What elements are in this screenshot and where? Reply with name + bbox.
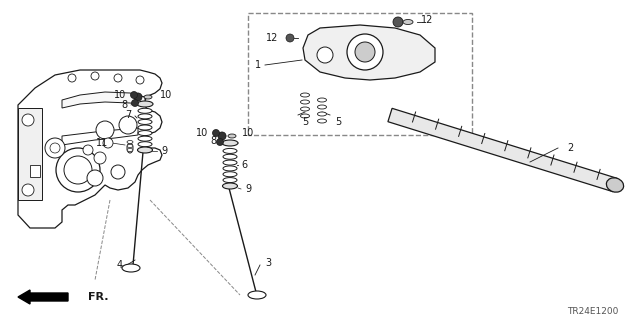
Circle shape [56,148,100,192]
Ellipse shape [317,98,326,102]
Polygon shape [18,70,162,228]
Circle shape [218,132,226,140]
Polygon shape [62,128,138,145]
Circle shape [286,34,294,42]
Ellipse shape [301,114,310,118]
Ellipse shape [138,136,152,141]
Circle shape [68,74,76,82]
Circle shape [45,138,65,158]
Ellipse shape [223,160,237,165]
Ellipse shape [301,100,310,104]
Circle shape [50,143,60,153]
Circle shape [347,34,383,70]
Text: 8: 8 [121,100,127,110]
Text: 5: 5 [335,117,341,127]
Circle shape [119,116,137,134]
Ellipse shape [317,119,326,123]
Text: 9: 9 [161,146,167,156]
Text: 3: 3 [265,258,271,268]
Circle shape [131,100,138,107]
Circle shape [114,74,122,82]
Circle shape [393,17,403,27]
Ellipse shape [127,140,133,144]
Ellipse shape [317,105,326,109]
Ellipse shape [317,112,326,116]
Polygon shape [18,108,42,200]
Ellipse shape [138,142,152,147]
Circle shape [91,72,99,80]
Ellipse shape [223,154,237,159]
Text: 9: 9 [245,184,251,194]
Bar [30,165,40,177]
Circle shape [136,76,144,84]
Circle shape [83,145,93,155]
Ellipse shape [138,125,152,130]
Ellipse shape [144,95,152,99]
Ellipse shape [138,147,152,153]
Ellipse shape [223,172,237,177]
Text: TR24E1200: TR24E1200 [566,307,618,315]
Ellipse shape [138,108,152,113]
Text: 12: 12 [266,33,278,43]
Ellipse shape [223,178,237,182]
Circle shape [111,165,125,179]
Circle shape [103,138,113,148]
Circle shape [64,156,92,184]
Circle shape [22,184,34,196]
Ellipse shape [127,143,133,153]
Circle shape [22,114,34,126]
Ellipse shape [606,178,623,192]
Polygon shape [62,92,145,108]
Text: 10: 10 [196,128,208,138]
Circle shape [96,121,114,139]
Text: 4: 4 [117,260,123,270]
Ellipse shape [138,119,152,124]
Circle shape [317,47,333,63]
Text: 5: 5 [302,117,308,127]
Text: 12: 12 [421,15,433,25]
Ellipse shape [228,134,236,138]
Ellipse shape [248,291,266,299]
Ellipse shape [403,19,413,25]
Text: 7: 7 [125,110,131,120]
Circle shape [134,93,142,101]
Text: 1: 1 [255,60,261,70]
Ellipse shape [138,114,152,119]
Text: 2: 2 [567,143,573,153]
Ellipse shape [223,148,237,153]
Ellipse shape [223,166,237,171]
Ellipse shape [301,93,310,97]
Text: 10: 10 [160,90,172,100]
Bar [248,13,472,135]
Ellipse shape [222,140,238,146]
Ellipse shape [138,130,152,136]
Ellipse shape [127,149,133,152]
Circle shape [216,138,223,145]
Ellipse shape [122,264,140,272]
Ellipse shape [137,101,153,107]
Polygon shape [388,108,617,192]
Text: 6: 6 [241,160,247,170]
Ellipse shape [301,107,310,111]
Text: 8: 8 [210,136,216,146]
Ellipse shape [127,145,133,147]
Circle shape [131,92,138,99]
Text: FR.: FR. [88,292,109,302]
Circle shape [212,130,220,137]
Circle shape [87,170,103,186]
Circle shape [355,42,375,62]
Text: 10: 10 [242,128,254,138]
Text: 10: 10 [114,90,126,100]
Polygon shape [303,25,435,80]
Circle shape [94,152,106,164]
Text: 11: 11 [96,138,108,148]
Ellipse shape [223,183,237,189]
FancyArrow shape [18,290,68,304]
